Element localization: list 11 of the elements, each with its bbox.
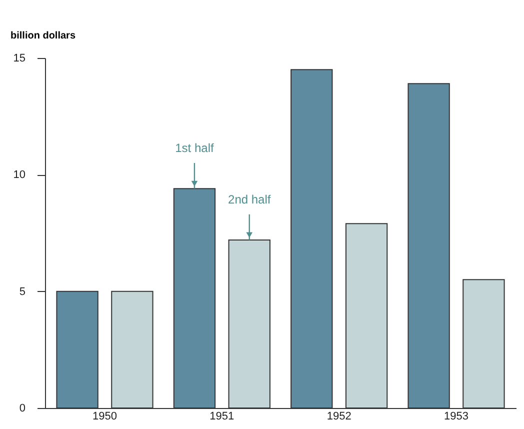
x-tick-label: 1953 (444, 410, 468, 422)
y-tick-label: 10 (13, 169, 26, 182)
text: 2nd half (228, 192, 272, 206)
y-tick-label: 15 (13, 52, 26, 64)
y-axis-title: billion dollars (10, 30, 76, 42)
x-tick-label: 1951 (210, 410, 234, 422)
y-tick-label: 5 (19, 286, 26, 298)
y-tick-label: 0 (19, 402, 26, 414)
text: 1st half (175, 141, 214, 155)
x-tick-label: 1952 (326, 410, 352, 422)
x-tick-label: 1950 (92, 410, 117, 422)
